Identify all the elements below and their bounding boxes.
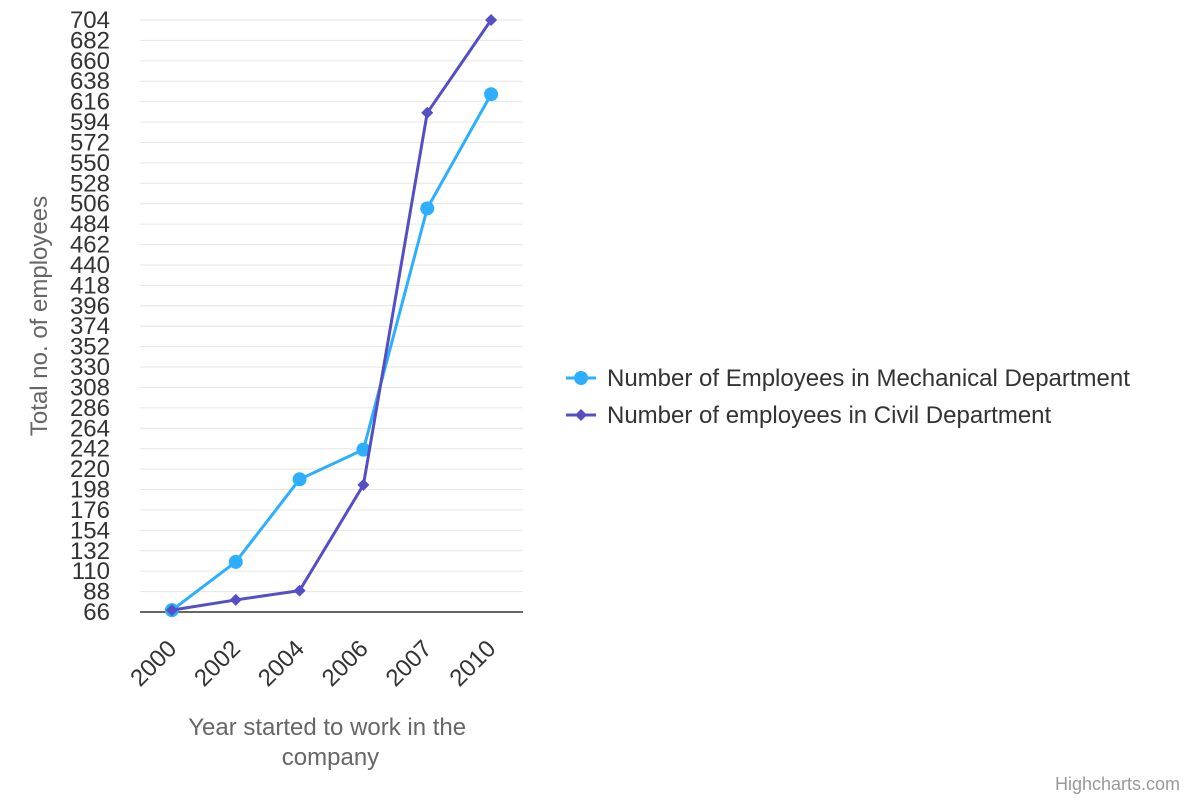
y-tick-label: 330 [70, 354, 110, 381]
data-point [484, 87, 499, 102]
x-tick-label: 2000 [125, 635, 182, 692]
y-axis-title: Total no. of employees [26, 196, 53, 436]
data-point [228, 554, 243, 569]
x-tick-label: 2004 [253, 635, 310, 692]
y-tick-label: 704 [70, 7, 110, 34]
x-tick-label: 2007 [381, 635, 438, 692]
y-tick-label: 154 [70, 517, 110, 544]
legend-item[interactable]: Number of employees in Civil Department [566, 402, 1052, 429]
series-2 [165, 14, 498, 617]
y-tick-label: 264 [70, 415, 110, 442]
y-tick-label: 132 [70, 538, 110, 565]
legend-item[interactable]: Number of Employees in Mechanical Depart… [566, 365, 1130, 392]
y-tick-label: 682 [70, 27, 110, 54]
x-tick-label: 2010 [444, 635, 501, 692]
y-tick-label: 286 [70, 395, 110, 422]
legend: Number of Employees in Mechanical Depart… [566, 365, 1130, 429]
series-line [170, 92, 493, 612]
data-point [421, 106, 434, 119]
y-tick-label: 660 [70, 48, 110, 75]
x-tick-label: 2002 [189, 635, 246, 692]
y-tick-label: 594 [70, 109, 110, 136]
y-tick-label: 110 [72, 558, 110, 585]
series-line [170, 18, 493, 612]
y-tick-label: 616 [70, 89, 110, 116]
data-point [485, 14, 498, 26]
x-axis-title-line-1: Year started to work in the [188, 714, 466, 741]
y-tick-label: 66 [83, 599, 110, 626]
y-tick-label: 88 [83, 579, 110, 606]
data-point [165, 604, 178, 617]
x-axis-title: Year started to work in the company [188, 714, 473, 771]
y-tick-label: 506 [70, 191, 110, 218]
y-tick-label: 220 [70, 456, 110, 483]
y-tick-label: 484 [70, 211, 110, 238]
y-tick-label: 572 [70, 129, 110, 156]
grid-lines [140, 19, 523, 593]
credits-text[interactable]: Highcharts.com [1055, 774, 1180, 794]
x-axis-tick-labels: 2000 2002 2004 2006 2007 2010 [125, 635, 501, 692]
legend-marker-icon [575, 409, 587, 421]
y-tick-label: 396 [70, 293, 110, 320]
data-point [357, 478, 370, 491]
data-point [293, 584, 306, 597]
y-tick-label: 440 [70, 252, 110, 279]
y-tick-label: 176 [70, 497, 110, 524]
data-point [420, 201, 435, 216]
legend-label: Number of employees in Civil Department [607, 402, 1052, 429]
y-tick-label: 374 [70, 313, 110, 340]
y-tick-label: 198 [70, 477, 110, 504]
y-tick-label: 418 [70, 272, 110, 299]
x-tick-label: 2006 [317, 635, 374, 692]
data-point [356, 442, 371, 457]
y-tick-label: 462 [70, 232, 110, 259]
series-layer [164, 14, 499, 618]
data-point [292, 472, 307, 487]
data-point [229, 593, 242, 606]
y-tick-label: 528 [70, 170, 110, 197]
y-tick-label: 242 [70, 436, 110, 463]
legend-label: Number of Employees in Mechanical Depart… [607, 365, 1130, 392]
y-tick-label: 352 [70, 334, 110, 361]
y-axis-tick-labels: 6688110132154176198220242264286308330352… [70, 7, 110, 626]
legend-marker-icon [574, 371, 588, 385]
y-tick-label: 308 [70, 374, 110, 401]
x-axis-title-line-2: company [282, 744, 379, 771]
y-tick-label: 638 [70, 68, 110, 95]
y-tick-label: 550 [70, 150, 110, 177]
series-1 [164, 87, 499, 618]
